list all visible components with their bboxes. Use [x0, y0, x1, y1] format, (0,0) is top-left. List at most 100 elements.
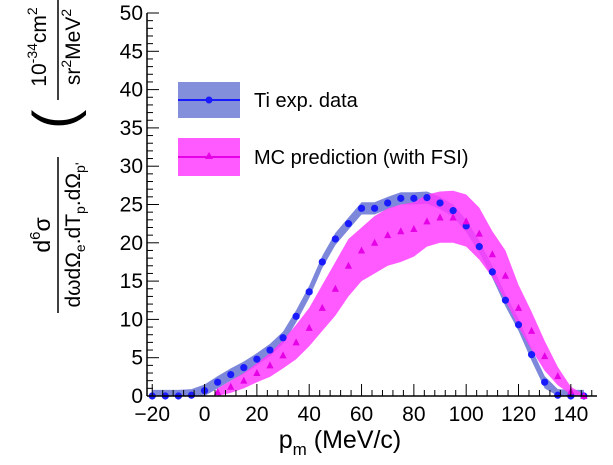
mc-data-point: [397, 227, 405, 235]
ti-data-point: [488, 268, 496, 276]
mc-data-point: [541, 352, 549, 360]
legend: Ti exp. data MC prediction (with FSI): [178, 82, 469, 176]
ti-data-point: [501, 296, 510, 304]
y-unit-num-sup2: 2: [24, 7, 40, 15]
ti-data-point: [318, 258, 326, 266]
y-den-p1: dωdΩ: [62, 252, 85, 307]
ti-data-point: [410, 194, 418, 202]
ti-data-point: [266, 346, 274, 354]
ti-data-point: [279, 334, 287, 342]
x-axis-title-sub: m: [293, 440, 307, 459]
data-markers: [148, 194, 588, 400]
mc-data-point: [279, 351, 287, 359]
y-unit-den-sup1: 2: [58, 60, 74, 68]
y-title-denominator: dωdΩe.dTp.dΩp': [62, 162, 88, 307]
ti-data-point: [292, 312, 300, 320]
y-den-p2: .dT: [62, 214, 85, 245]
y-tick-label: 25: [120, 194, 143, 217]
mc-data-point: [449, 213, 457, 221]
y-title-numerator: d6σ: [27, 217, 55, 252]
mc-data-point: [214, 388, 222, 396]
mc-data-point: [488, 250, 496, 258]
ti-data-point: [371, 204, 379, 212]
mc-data-point: [357, 246, 366, 254]
x-tick-label: 80: [402, 403, 425, 426]
y-unit-den-sup2: 2: [58, 9, 74, 17]
ti-data-point: [554, 391, 562, 399]
y-unit-denominator: sr2MeV2: [58, 9, 85, 85]
mc-data-point: [384, 231, 392, 239]
y-num-post: σ: [29, 217, 55, 231]
y-unit-den-pre: sr: [62, 68, 85, 86]
mc-data-point: [436, 213, 444, 221]
mc-data-point: [514, 303, 523, 311]
ti-data-point: [187, 391, 196, 399]
y-den-s3: p': [72, 162, 88, 172]
y-den-s2: p: [72, 206, 88, 214]
ti-data-point: [397, 194, 405, 202]
x-tick-label: −20: [134, 403, 170, 426]
y-tick-label: 30: [120, 155, 143, 178]
mc-data-point: [475, 229, 483, 237]
ti-data-point: [384, 199, 392, 207]
y-tick-label: 20: [120, 232, 143, 255]
ti-data-point: [449, 207, 457, 215]
mc-data-point: [227, 382, 235, 390]
y-unit-num-sup1: -34: [24, 43, 40, 63]
ti-data-point: [344, 220, 353, 228]
y-unit-den-post: MeV: [62, 17, 85, 60]
x-tick-label: 20: [245, 403, 268, 426]
y-tick-label: 35: [120, 117, 143, 140]
y-den-s1: e: [72, 244, 88, 252]
y-tick-label: 10: [120, 308, 143, 331]
legend-label-mc: MC prediction (with FSI): [254, 147, 469, 169]
x-axis-title: pm (MeV/c): [279, 426, 402, 459]
y-unit-num-pre: 10: [28, 63, 51, 86]
ti-data-point: [227, 370, 235, 379]
mc-data-point: [253, 369, 261, 377]
ti-data-point: [475, 243, 483, 251]
mc-data-point: [371, 238, 379, 246]
x-tick-label: 100: [449, 403, 484, 426]
legend-marker-mc: [205, 152, 213, 159]
ti-data-point: [305, 288, 313, 296]
ti-data-point: [331, 235, 339, 243]
y-tick-label: 15: [120, 270, 143, 293]
x-tick-label: 140: [553, 403, 588, 426]
mc-data-point: [305, 323, 313, 331]
x-axis-title-base: p: [279, 426, 293, 454]
x-tick-label: 0: [199, 403, 211, 426]
y-tick-label: 45: [120, 40, 143, 63]
mc-data-point: [554, 372, 562, 380]
ti-data-point: [527, 351, 536, 359]
y-num-pre: d: [29, 240, 55, 253]
mc-data-point: [410, 225, 418, 233]
uncertainty-bands: [152, 190, 584, 396]
y-unit-numerator: 10-34cm2: [24, 7, 51, 87]
ti-data-point: [214, 378, 222, 386]
mc-data-point: [462, 217, 470, 225]
y-num-sup: 6: [27, 232, 44, 240]
legend-marker-ti: [205, 96, 213, 104]
mc-data-point: [344, 261, 353, 269]
ti-data-point: [253, 355, 261, 363]
x-tick-label: 120: [501, 403, 536, 426]
y-unit-left-paren: (: [22, 110, 87, 129]
ti-data-point: [541, 378, 549, 386]
y-tick-label: 50: [120, 2, 143, 25]
ti-data-point: [357, 204, 366, 212]
y-tick-label: 40: [120, 79, 143, 102]
mc-data-point: [318, 303, 326, 311]
x-tick-label: 60: [350, 403, 373, 426]
mc-data-point: [527, 326, 536, 334]
mc-data-point: [331, 284, 339, 292]
mc-data-point: [423, 217, 431, 225]
y-tick-label: 0: [131, 385, 143, 408]
y-tick-label: 5: [131, 347, 143, 370]
ti-data-point: [423, 194, 431, 202]
axes: [146, 12, 597, 397]
x-axis-title-unit: (MeV/c): [307, 426, 401, 454]
mc-data-point: [501, 271, 510, 279]
